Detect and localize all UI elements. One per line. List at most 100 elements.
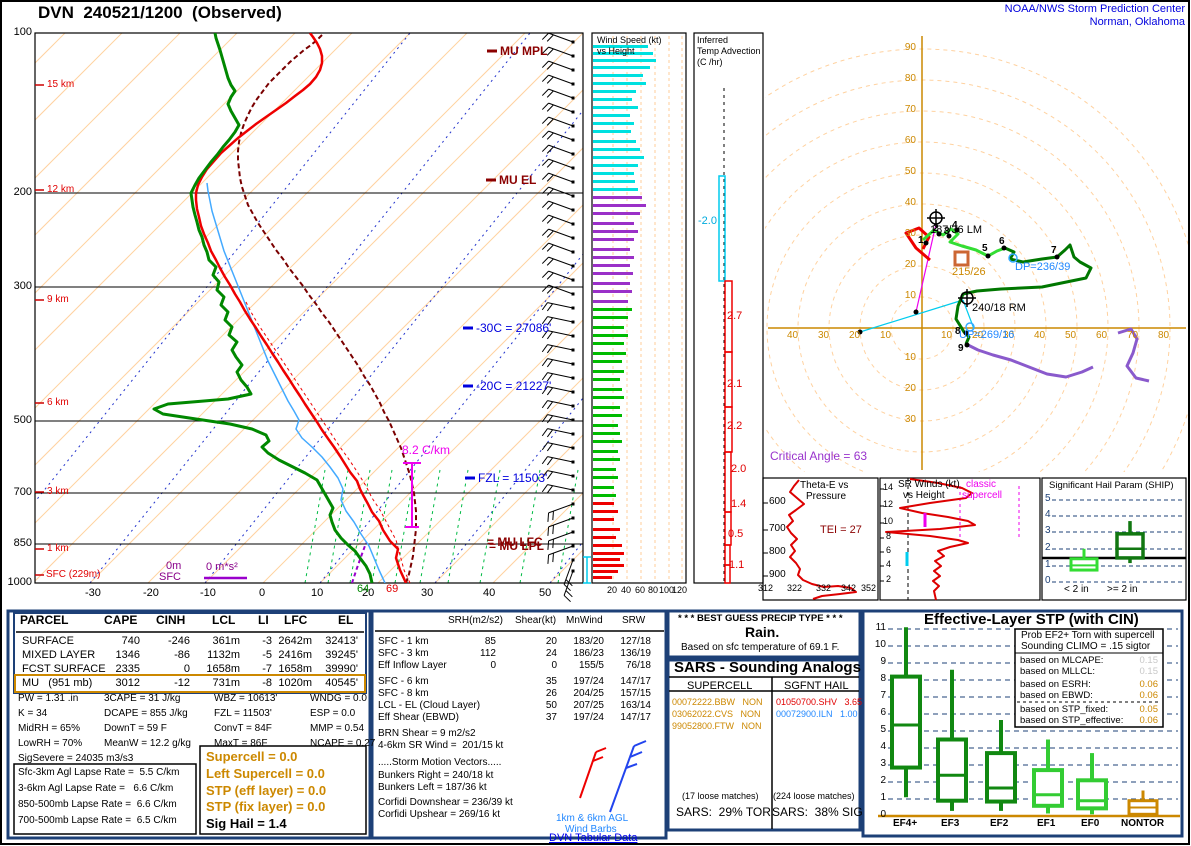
srh-cell: 163/14	[620, 700, 651, 711]
stp-category: EF2	[990, 818, 1009, 829]
wind-barbs	[571, 334, 575, 338]
parcel-cell: 1658m	[206, 663, 240, 675]
corfidi-downshear: Corfidi Downshear = 236/39 kt	[378, 797, 513, 808]
hodo-axis-tick: 30	[904, 414, 916, 425]
hodo-axis-tick: 70	[904, 104, 916, 115]
stp-tick: 11	[875, 622, 886, 633]
stp-title: Effective-Layer STP (with CIN)	[924, 611, 1139, 628]
prob-ebwd-label: based on EBWD:	[1020, 690, 1093, 701]
ship-tick: 4	[1045, 509, 1051, 520]
wind-barbs	[541, 386, 548, 395]
wind-barbs	[571, 569, 575, 573]
lapse-rate-row: 850-500mb Lapse Rate = 6.6 C/km	[18, 799, 177, 810]
dry-adiabats	[89, 33, 531, 583]
wind-barbs	[547, 442, 574, 449]
stat-sigsevere: SigSevere = 24035 m3/s3	[18, 753, 134, 764]
srwind-tick: 14	[883, 482, 894, 492]
windspeed-bars	[593, 440, 622, 443]
windspeed-bars	[593, 164, 638, 167]
barb-legend-label2: Wind Barbs	[565, 824, 617, 835]
prob-esrh-label: based on ESRH:	[1020, 679, 1091, 690]
hodo-level-dots	[946, 233, 952, 239]
storm-motion-header: .....Storm Motion Vectors.....	[378, 757, 502, 768]
parcel-cell: 1020m	[278, 677, 312, 689]
wind-barbs	[547, 400, 574, 407]
sars-panel-frame	[666, 658, 862, 832]
wind-barbs	[547, 316, 574, 323]
wind-barbs	[546, 174, 554, 182]
left-mover-label: 187/36 LM	[930, 224, 982, 236]
bunkers-right: Bunkers Right = 240/18 kt	[378, 770, 494, 781]
isotherms	[434, 434, 583, 583]
minus30c-label: -30C = 27086'	[476, 321, 552, 335]
wind-barbs	[541, 228, 549, 236]
wind-barbs	[548, 60, 574, 71]
prob-mlcape-label: based on MLCAPE:	[1020, 655, 1104, 666]
parcel-cell: 1132m	[207, 649, 240, 661]
srh-cell: 197/24	[573, 676, 604, 687]
windspeed-tick: 40	[621, 585, 632, 595]
stat-ncape: NCAPE = 0.27	[310, 738, 376, 749]
sfc-dewpoint-value: 64	[357, 583, 370, 595]
wind-barbs	[563, 559, 574, 585]
wind-barbs	[546, 387, 554, 396]
inflow-bottom-label: 0m	[166, 560, 182, 572]
wind-barbs	[548, 144, 574, 155]
advection-title2: Temp Advection	[697, 46, 761, 56]
wind-barbs	[548, 531, 574, 542]
wind-barbs	[571, 306, 575, 310]
legend-1km-barb-ticks	[595, 747, 607, 753]
windspeed-bars	[593, 486, 614, 489]
windspeed-bars	[593, 212, 640, 215]
isotherms	[35, 33, 526, 524]
stat-midrh: MidRH = 65%	[18, 723, 80, 734]
classic-supercell-label2: supercell	[962, 490, 1003, 501]
windspeed-title: Wind Speed (kt)	[597, 35, 662, 45]
srh-row-label: SFC - 3 km	[378, 648, 429, 659]
hodo-trace-0-1km	[904, 226, 931, 262]
advection-value: 1.1	[729, 559, 745, 571]
hodo-axis-tick: 10	[904, 290, 916, 301]
parcel-row-label: FCST SURFACE	[22, 663, 106, 675]
wind-barbs	[571, 264, 575, 268]
wind-barbs	[541, 302, 548, 311]
wind-barbs	[546, 62, 554, 70]
inflow-sfc-label: SFC	[159, 571, 181, 583]
wind-barbs	[541, 456, 548, 465]
minus20c-label: -20C = 21227'	[476, 379, 552, 393]
wind-barbs	[571, 460, 575, 464]
height-label: 1 km	[47, 543, 69, 554]
advection-box-cool	[718, 175, 726, 282]
thetae-tick: 600	[769, 496, 786, 507]
wind-barbs	[571, 54, 575, 58]
stp-category: EF1	[1037, 818, 1056, 829]
wind-barbs	[552, 525, 554, 535]
ship-category: < 2 in	[1064, 584, 1089, 595]
windspeed-bars	[593, 222, 634, 225]
wind-barbs	[541, 242, 549, 250]
corfidi-upshear: Corfidi Upshear = 269/16 kt	[378, 809, 501, 820]
hodo-level-dots	[913, 309, 919, 315]
windspeed-frame	[591, 32, 687, 584]
advection-value: 2.2	[727, 420, 743, 432]
windspeed-bars	[593, 316, 628, 319]
tabular-data-link[interactable]: DVN Tabular Data	[549, 832, 638, 844]
pressure-label: 100	[13, 26, 32, 38]
precip-panel-frame	[666, 609, 862, 659]
isotherms	[35, 33, 181, 179]
wind-barbs	[541, 88, 549, 96]
wind-barbs	[546, 272, 554, 280]
hodo-km-marker: 1	[918, 235, 924, 246]
windspeed-bars	[593, 370, 624, 373]
parcel-cell: 1658m	[278, 663, 312, 675]
srh-header: SRW	[622, 615, 646, 626]
windspeed-bars	[593, 230, 638, 233]
tei-value: TEI = 27	[820, 524, 862, 536]
windspeed-bars	[593, 360, 622, 363]
ship-tick: 1	[1045, 559, 1051, 570]
wind-barbs	[541, 172, 549, 180]
wind-barbs	[571, 516, 575, 520]
srh-cell: 207/25	[573, 700, 604, 711]
srh-row-label: SFC - 6 km	[378, 676, 429, 687]
